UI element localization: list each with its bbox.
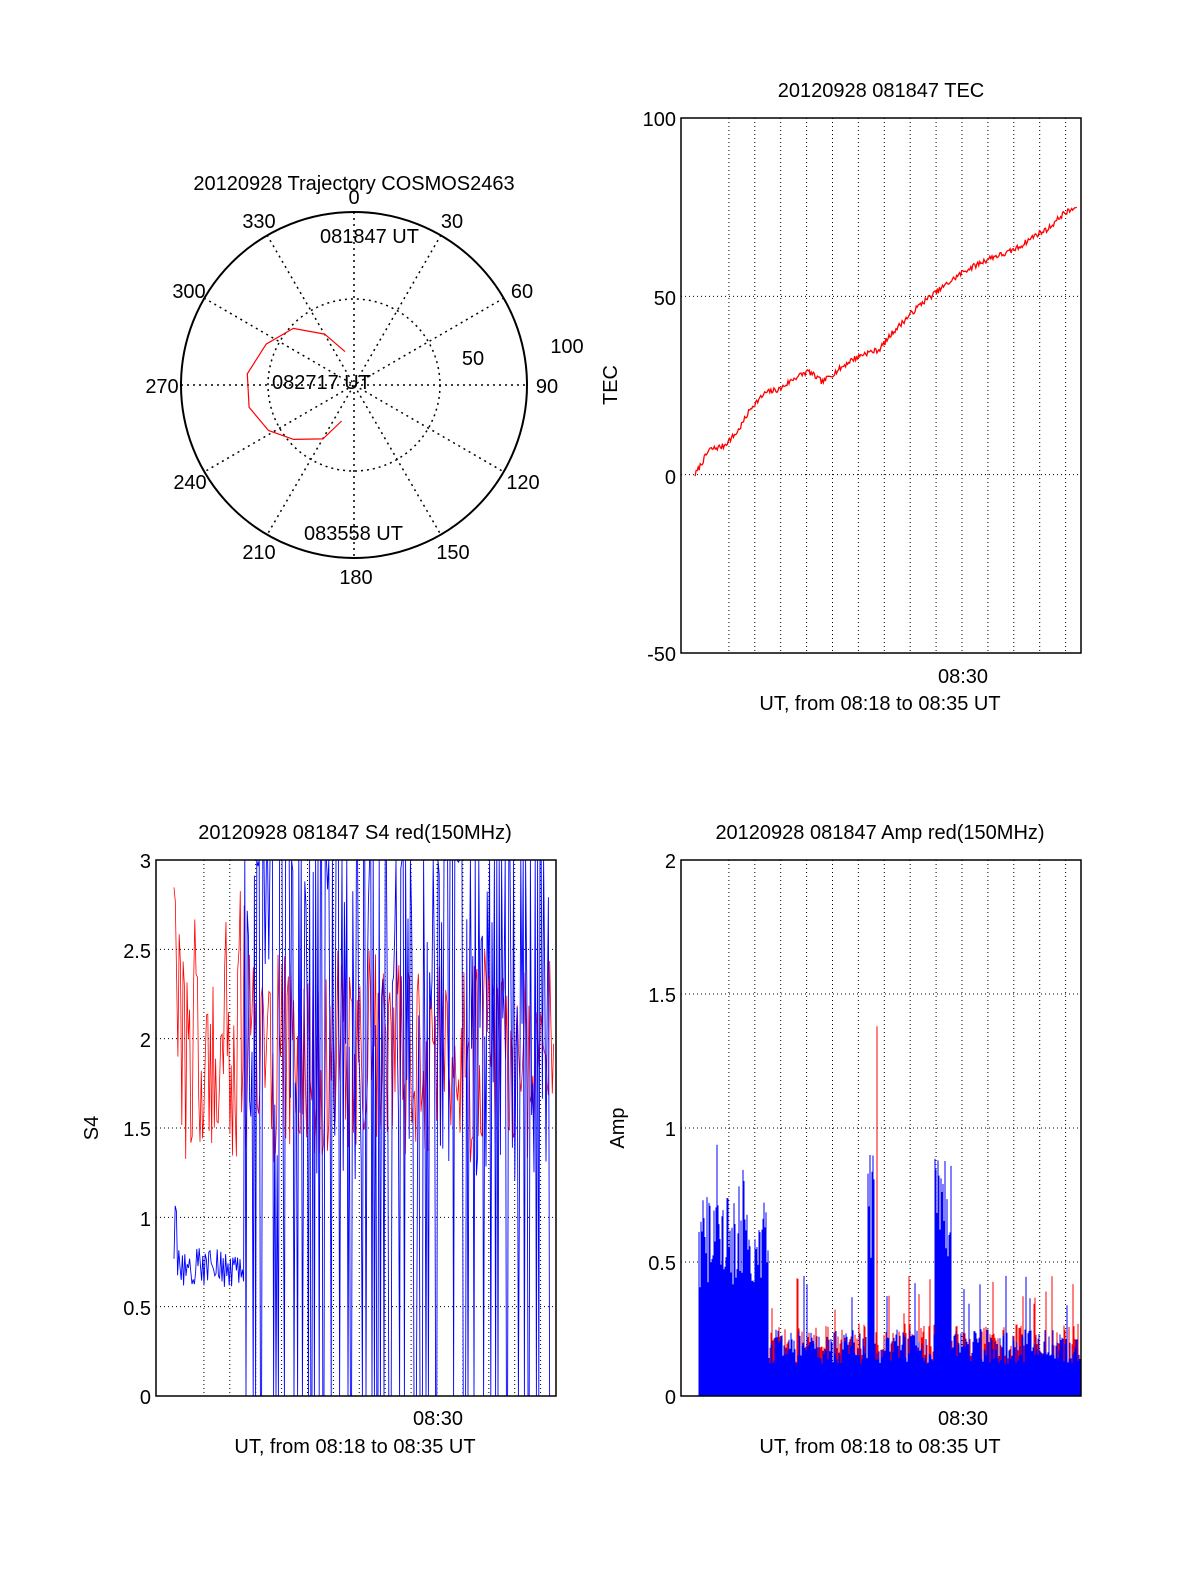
s4-plot-frame bbox=[155, 859, 557, 1397]
tec-xlabel: UT, from 08:18 to 08:35 UT bbox=[759, 693, 1000, 715]
amp-ytick: 1.5 bbox=[648, 985, 676, 1007]
amp-ylabel: Amp bbox=[607, 1107, 629, 1148]
polar-title: 20120928 Trajectory COSMOS2463 bbox=[193, 173, 514, 195]
polar-az-label: 180 bbox=[339, 567, 372, 589]
amp-ytick: 0.5 bbox=[648, 1253, 676, 1275]
amp-xlabel: UT, from 08:18 to 08:35 UT bbox=[759, 1436, 1000, 1458]
amp-title: 20120928 081847 Amp red(150MHz) bbox=[715, 822, 1044, 844]
polar-spoke bbox=[203, 297, 505, 473]
trajectory-mid-label: 082717 UT bbox=[272, 372, 371, 394]
tec-title: 20120928 081847 TEC bbox=[778, 80, 984, 102]
polar-az-label: 120 bbox=[506, 472, 539, 494]
s4-ytick: 3 bbox=[140, 851, 151, 873]
trajectory-line bbox=[246, 327, 346, 441]
polar-spoke bbox=[266, 234, 442, 536]
tec-panel: 20120928 081847 TEC 100 50 0 -50 TEC 08:… bbox=[600, 80, 1082, 715]
amp-ytick: 2 bbox=[665, 851, 676, 873]
polar-az-label: 300 bbox=[172, 281, 205, 303]
polar-az-label: 0 bbox=[348, 187, 359, 209]
polar-az-label: 270 bbox=[145, 376, 178, 398]
tec-plot-frame bbox=[680, 117, 1082, 654]
trajectory-end-label: 083558 UT bbox=[304, 523, 403, 545]
tec-grid bbox=[681, 118, 1081, 653]
polar-grid bbox=[181, 212, 527, 558]
trajectory-start-label: 081847 UT bbox=[320, 226, 419, 248]
s4-panel: 20120928 081847 S4 red(150MHz) 3 2.5 2 1… bbox=[81, 822, 557, 1458]
s4-ytick: 2 bbox=[140, 1030, 151, 1052]
polar-az-label: 240 bbox=[173, 472, 206, 494]
amp-plot-frame bbox=[680, 859, 1082, 1397]
s4-ytick: 0.5 bbox=[123, 1298, 151, 1320]
polar-spoke bbox=[203, 297, 505, 473]
polar-az-label: 90 bbox=[536, 376, 558, 398]
s4-ylabel: S4 bbox=[81, 1116, 103, 1140]
amp-grid bbox=[681, 860, 1081, 1396]
s4-xlabel: UT, from 08:18 to 08:35 UT bbox=[234, 1436, 475, 1458]
amp-panel: 20120928 081847 Amp red(150MHz) 2 1.5 1 … bbox=[607, 822, 1082, 1458]
tec-xtick: 08:30 bbox=[938, 666, 988, 688]
s4-ytick: 1.5 bbox=[123, 1119, 151, 1141]
tec-ytick: -50 bbox=[647, 644, 676, 666]
polar-el-label: 100 bbox=[550, 336, 583, 358]
amp-ytick: 1 bbox=[665, 1119, 676, 1141]
s4-xtick: 08:30 bbox=[413, 1408, 463, 1430]
polar-az-label: 30 bbox=[441, 211, 463, 233]
tec-ytick: 0 bbox=[665, 467, 676, 489]
s4-ytick: 0 bbox=[140, 1387, 151, 1409]
polar-spoke bbox=[266, 234, 442, 536]
polar-az-label: 210 bbox=[242, 542, 275, 564]
s4-ytick: 2.5 bbox=[123, 941, 151, 963]
amp-ytick: 0 bbox=[665, 1387, 676, 1409]
polar-el-label: 50 bbox=[462, 348, 484, 370]
tec-ytick: 100 bbox=[643, 109, 676, 131]
amp-blue-line bbox=[698, 1144, 1081, 1396]
polar-az-label: 150 bbox=[436, 542, 469, 564]
polar-az-label: 60 bbox=[511, 281, 533, 303]
amp-blue-series bbox=[698, 1144, 1081, 1396]
tec-ytick: 50 bbox=[654, 288, 676, 310]
polar-az-label: 330 bbox=[242, 211, 275, 233]
s4-ytick: 1 bbox=[140, 1209, 151, 1231]
polar-panel: 20120928 Trajectory COSMOS2463 0 30 60 9… bbox=[145, 173, 583, 589]
polar-outer-ring bbox=[180, 211, 528, 559]
tec-series-line bbox=[694, 206, 1078, 477]
amp-xtick: 08:30 bbox=[938, 1408, 988, 1430]
tec-ylabel: TEC bbox=[600, 365, 622, 405]
s4-title: 20120928 081847 S4 red(150MHz) bbox=[198, 822, 512, 844]
